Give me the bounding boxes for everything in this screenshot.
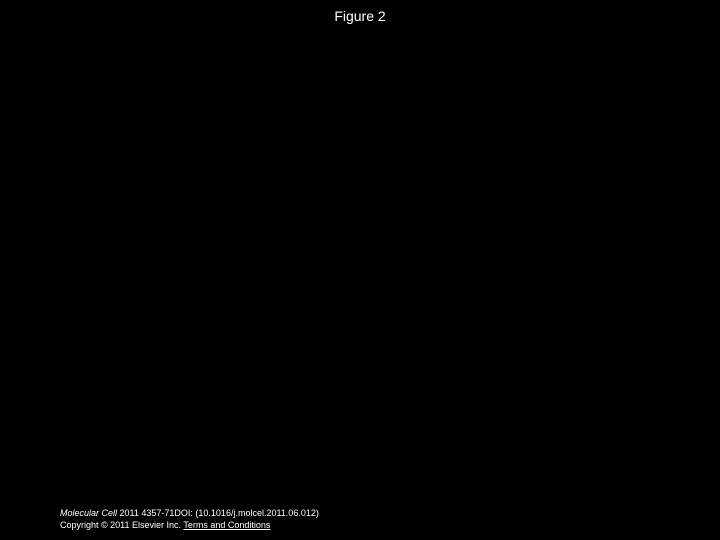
footer: Molecular Cell 2011 4357-71DOI: (10.1016… xyxy=(60,507,319,532)
citation-text: 2011 4357-71DOI: (10.1016/j.molcel.2011.… xyxy=(117,508,319,518)
figure-title: Figure 2 xyxy=(0,8,720,24)
citation-line: Molecular Cell 2011 4357-71DOI: (10.1016… xyxy=(60,507,319,520)
terms-and-conditions-link[interactable]: Terms and Conditions xyxy=(183,520,270,530)
journal-name: Molecular Cell xyxy=(60,508,117,518)
copyright-text: Copyright © 2011 Elsevier Inc. xyxy=(60,520,183,530)
copyright-line: Copyright © 2011 Elsevier Inc. Terms and… xyxy=(60,519,319,532)
